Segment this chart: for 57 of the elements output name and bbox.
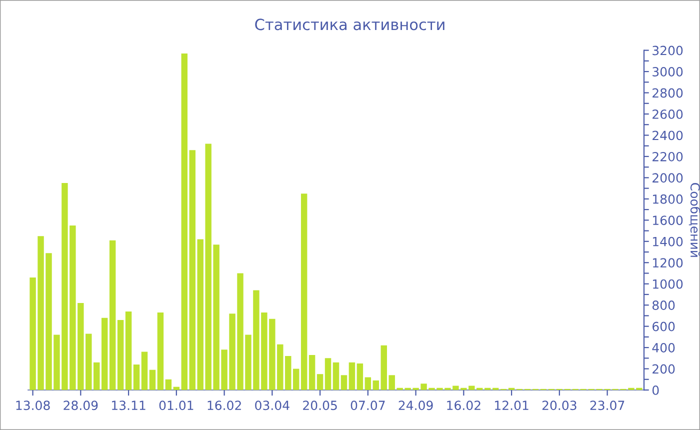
y-tick-label: 3000	[652, 67, 683, 76]
bar	[125, 311, 132, 390]
y-tick-label: 2800	[652, 88, 683, 98]
y-tick-label: 2400	[652, 130, 683, 140]
bar	[332, 362, 340, 390]
bar	[117, 320, 124, 390]
bar	[356, 363, 364, 390]
y-tick-label: 1800	[653, 194, 683, 204]
y-tick-label: 1400	[653, 236, 683, 246]
x-tick-label: 12.01	[495, 400, 528, 410]
x-tick-label: 13.11	[112, 400, 146, 410]
x-tick-label: 01.01	[159, 400, 194, 410]
bar	[109, 240, 116, 390]
x-tick-label: 20.05	[303, 400, 337, 410]
bar	[492, 388, 499, 390]
y-tick-label: 1200	[653, 258, 683, 268]
bar	[508, 388, 515, 390]
bar	[324, 358, 332, 390]
y-tick-label: 0	[652, 385, 659, 395]
chart-title: Статистика активности	[255, 18, 444, 30]
bar	[300, 194, 308, 390]
bar	[101, 318, 108, 390]
x-tick-label: 16.02	[447, 400, 480, 410]
bar	[316, 374, 324, 390]
bar	[340, 375, 348, 390]
bar	[292, 368, 300, 390]
bar	[173, 386, 180, 390]
bar	[308, 354, 316, 390]
x-tick-label: 13.08	[16, 400, 50, 410]
x-tick-label: 07.07	[350, 400, 385, 410]
bar	[157, 312, 164, 390]
y-tick-label: 1000	[653, 279, 683, 289]
y-tick-label: 2200	[652, 152, 683, 162]
x-tick-label: 23.07	[590, 400, 624, 410]
bar	[133, 364, 140, 390]
x-tick-label: 20.03	[542, 400, 576, 410]
bar	[165, 379, 172, 390]
bar	[484, 388, 491, 390]
bar	[181, 53, 188, 390]
y-tick-label: 600	[652, 322, 675, 332]
y-axis-title: Сообщений	[688, 183, 700, 257]
bar	[149, 370, 156, 390]
y-tick-label: 2600	[652, 109, 683, 119]
y-tick-label: 2000	[652, 173, 683, 183]
y-tick-label: 400	[652, 343, 675, 352]
bar	[348, 362, 356, 390]
x-tick-label: 24.09	[398, 400, 433, 410]
y-tick-label: 200	[652, 364, 675, 374]
x-tick-label: 16.02	[208, 400, 241, 410]
x-tick-label: 28.09	[64, 400, 98, 410]
bar	[364, 377, 372, 390]
y-tick-label: 800	[652, 300, 675, 310]
bar	[141, 352, 148, 390]
y-tick-label: 1600	[653, 216, 683, 226]
bar	[372, 380, 380, 390]
x-tick-label: 03.04	[255, 400, 290, 410]
y-tick-label: 3200	[652, 46, 683, 56]
